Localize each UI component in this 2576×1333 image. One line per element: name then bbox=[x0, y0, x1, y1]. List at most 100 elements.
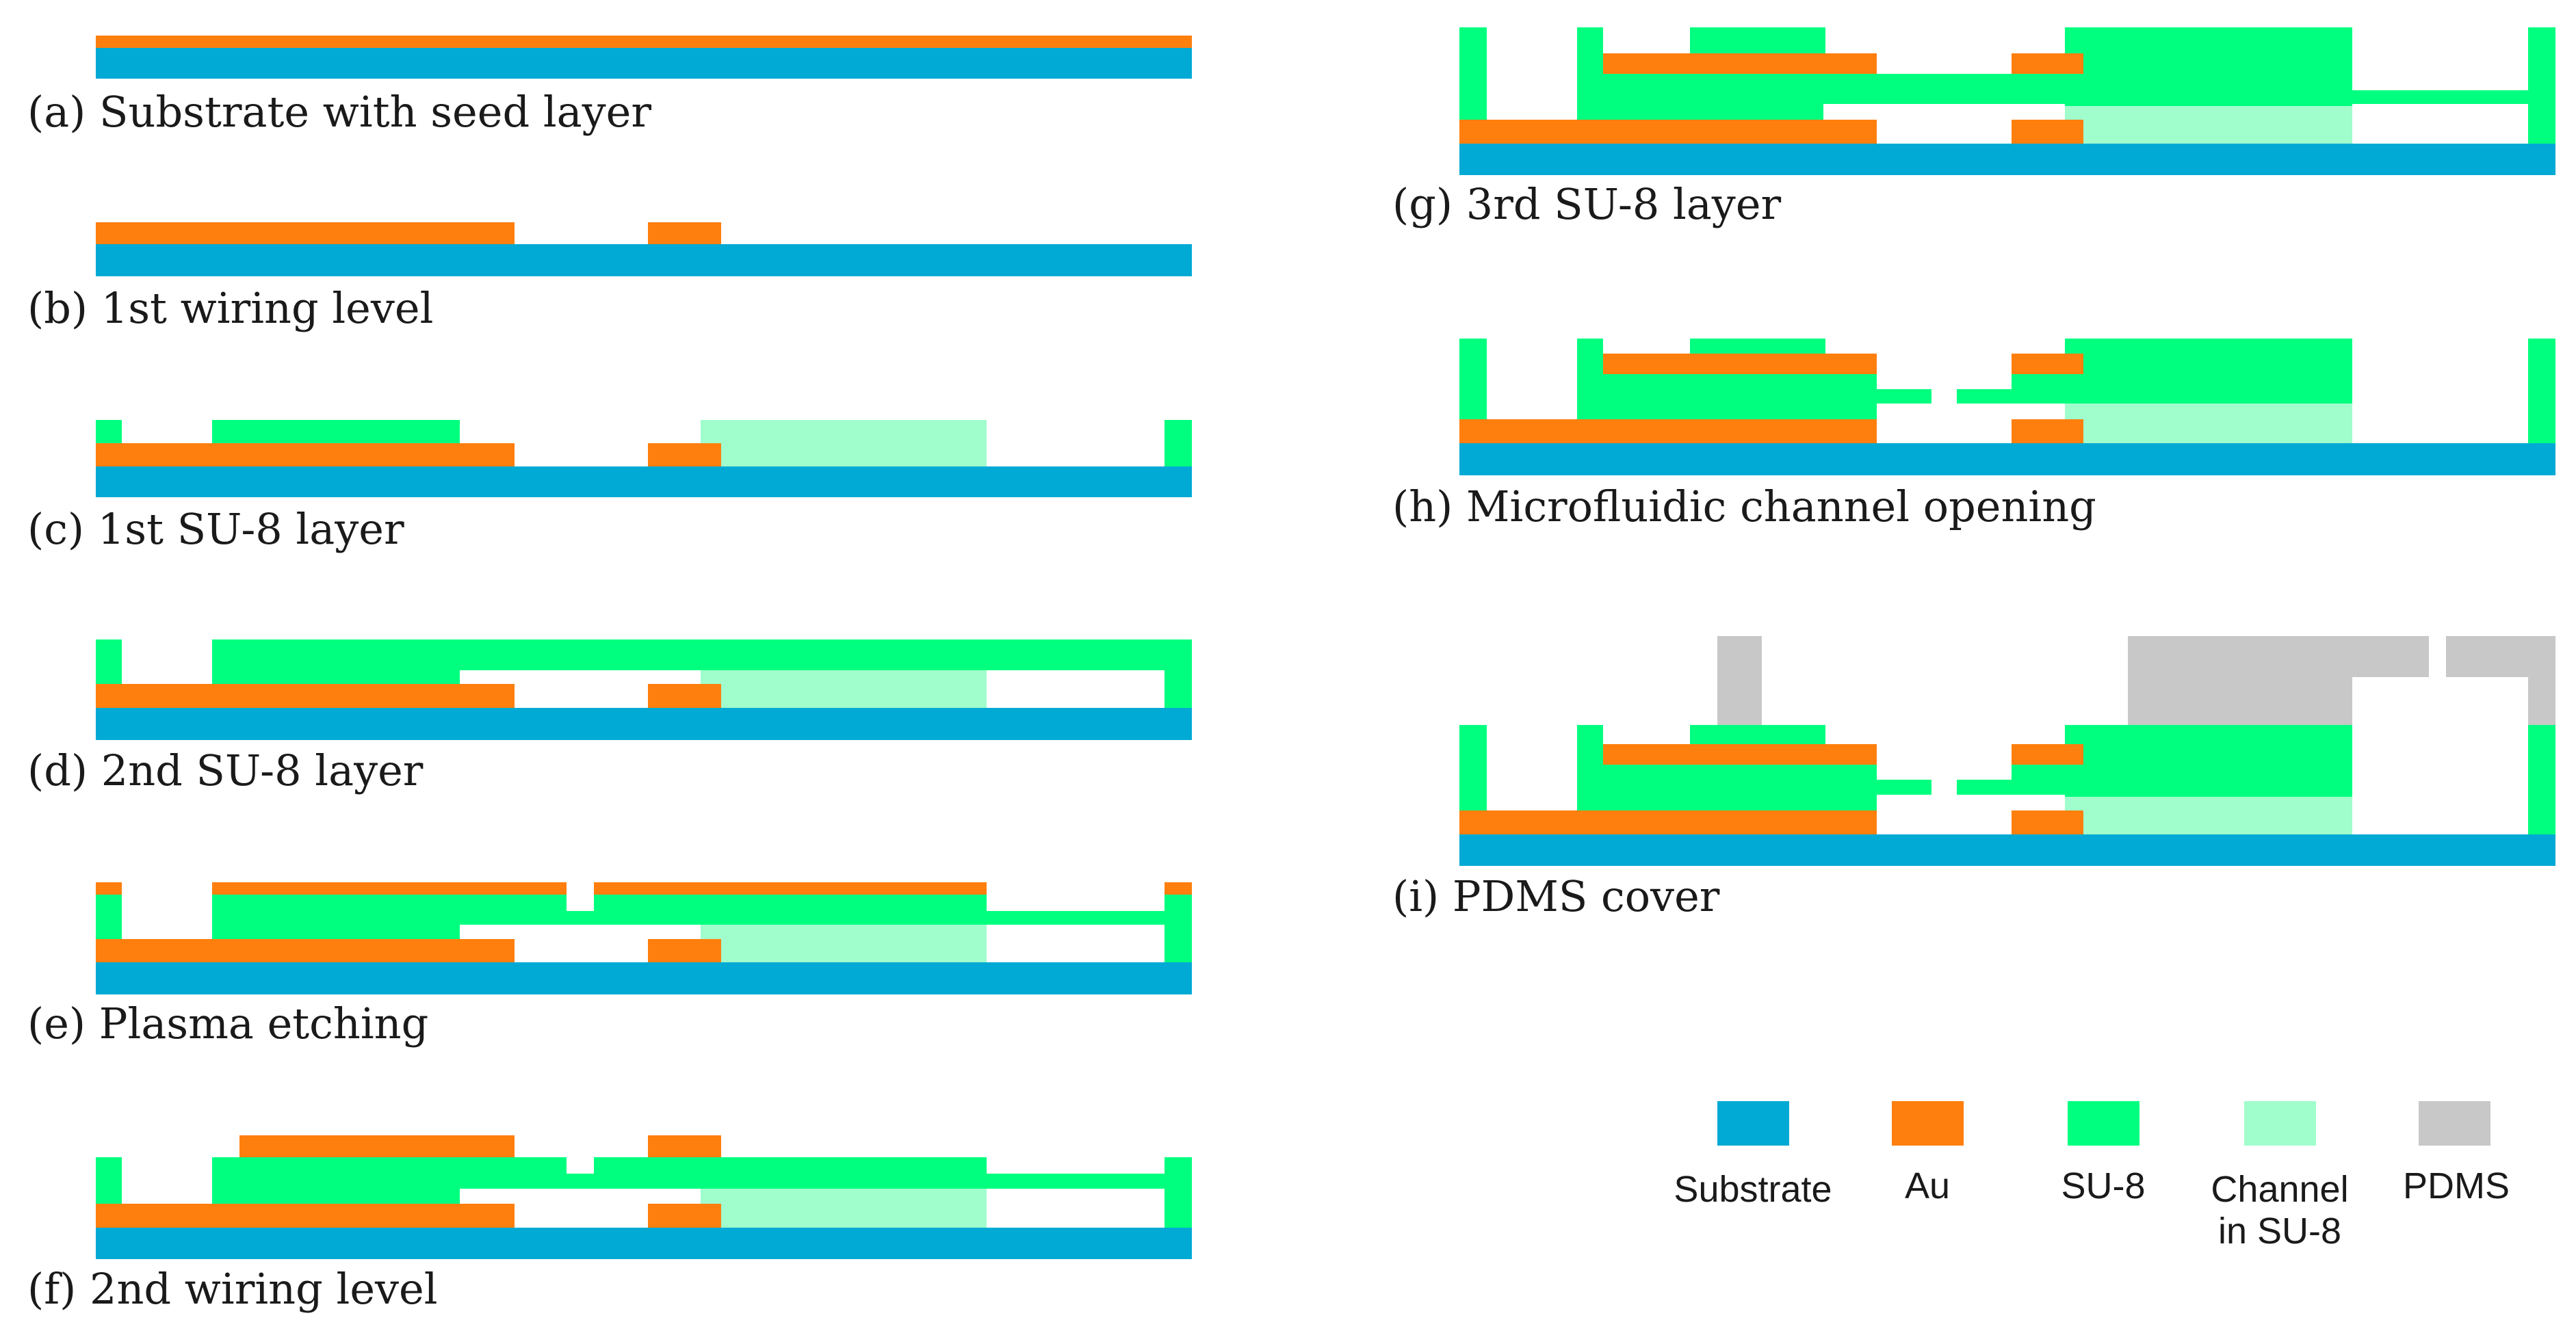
layer-su8 bbox=[1577, 339, 1603, 419]
layer-su8 bbox=[1690, 27, 1825, 53]
layer-channel bbox=[2065, 797, 2352, 834]
layer-su8 bbox=[2528, 339, 2555, 443]
layer-pdms bbox=[2528, 677, 2555, 725]
legend-label-au: Au bbox=[1905, 1165, 1950, 1206]
legend-label-substrate: Substrate bbox=[1674, 1169, 1832, 1210]
layer-su8 bbox=[594, 1157, 987, 1174]
panel-c: (c) 1st SU-8 layer bbox=[27, 420, 1192, 554]
legend-swatch-au bbox=[1892, 1101, 1964, 1146]
caption-i: (i) PDMS cover bbox=[1392, 871, 1720, 921]
panel-e: (e) Plasma etching bbox=[27, 882, 1192, 1048]
layer-au bbox=[648, 443, 721, 466]
layer-su8 bbox=[594, 895, 987, 911]
layer-su8 bbox=[2012, 374, 2065, 389]
layer-au bbox=[96, 882, 122, 895]
layer-substrate bbox=[96, 1228, 1192, 1259]
layer-channel bbox=[701, 925, 987, 962]
legend-swatch-su8 bbox=[2068, 1101, 2139, 1146]
layer-su8 bbox=[212, 639, 1192, 670]
layer-su8 bbox=[1165, 1157, 1192, 1228]
layer-su8 bbox=[96, 1157, 122, 1204]
layer-substrate bbox=[96, 244, 1192, 276]
layer-su8 bbox=[1165, 420, 1192, 466]
layer-su8 bbox=[212, 911, 1192, 925]
layer-su8 bbox=[1603, 104, 1823, 120]
caption-b: (b) 1st wiring level bbox=[27, 283, 433, 333]
layer-au bbox=[648, 222, 721, 244]
layer-au bbox=[648, 1204, 721, 1228]
legend-label-su8: SU-8 bbox=[2061, 1165, 2145, 1206]
layer-au bbox=[2012, 120, 2083, 144]
legend-swatch-substrate bbox=[1717, 1101, 1789, 1146]
layer-su8 bbox=[212, 895, 567, 911]
layer-su8 bbox=[1165, 895, 1192, 962]
layer-su8 bbox=[1957, 389, 2065, 404]
layer-au bbox=[594, 882, 987, 895]
panel-f: (f) 2nd wiring level bbox=[27, 1135, 1192, 1314]
layer-substrate bbox=[1459, 443, 2555, 475]
layer-su8 bbox=[96, 639, 122, 684]
layer-au bbox=[1603, 744, 1877, 765]
layer-su8 bbox=[1877, 780, 1931, 795]
panel-g: (g) 3rd SU-8 layer bbox=[1392, 27, 2555, 229]
layer-channel bbox=[2065, 404, 2352, 443]
layer-au bbox=[1459, 120, 1877, 144]
layer-su8 bbox=[2065, 339, 2352, 404]
layer-su8 bbox=[1459, 27, 1487, 120]
layer-au bbox=[648, 684, 721, 708]
layer-au bbox=[212, 882, 567, 895]
layer-su8 bbox=[212, 925, 460, 939]
layer-su8 bbox=[1603, 389, 1877, 419]
layer-au bbox=[2012, 810, 2083, 834]
legend-label-channel-line1: Channel bbox=[2211, 1169, 2348, 1210]
layer-au bbox=[96, 443, 515, 466]
layer-pdms bbox=[2128, 636, 2429, 677]
layer-channel bbox=[701, 1189, 987, 1228]
legend-label-channel-line2: in SU-8 bbox=[2218, 1211, 2341, 1252]
layer-su8 bbox=[1603, 90, 2528, 104]
legend: Substrate Au SU-8 Channel in SU-8 PDMS bbox=[1674, 1101, 2510, 1252]
panel-a: (a) Substrate with seed layer bbox=[27, 36, 1192, 137]
layer-su8 bbox=[1690, 725, 1825, 744]
layer-substrate bbox=[96, 962, 1192, 994]
layer-au bbox=[96, 1204, 515, 1228]
layer-channel bbox=[701, 420, 987, 466]
layer-substrate bbox=[96, 48, 1192, 79]
layer-au bbox=[648, 1135, 721, 1157]
caption-e: (e) Plasma etching bbox=[27, 999, 428, 1048]
caption-a: (a) Substrate with seed layer bbox=[27, 87, 651, 137]
panel-b: (b) 1st wiring level bbox=[27, 222, 1192, 333]
layer-su8 bbox=[1603, 74, 1959, 90]
panel-d: (d) 2nd SU-8 layer bbox=[27, 639, 1192, 795]
layer-au bbox=[96, 36, 1192, 48]
layer-au bbox=[1459, 810, 1877, 834]
layer-su8 bbox=[2528, 725, 2555, 834]
caption-d: (d) 2nd SU-8 layer bbox=[27, 745, 424, 795]
layer-su8 bbox=[1459, 725, 1487, 810]
layer-substrate bbox=[1459, 834, 2555, 866]
caption-c: (c) 1st SU-8 layer bbox=[27, 504, 404, 554]
layer-au bbox=[96, 222, 515, 244]
layer-su8 bbox=[212, 1157, 567, 1174]
layer-su8 bbox=[96, 420, 122, 443]
layer-au bbox=[239, 1135, 515, 1157]
layer-su8 bbox=[2528, 27, 2555, 144]
layer-su8 bbox=[1877, 389, 1931, 404]
layer-su8 bbox=[1957, 780, 2065, 795]
layer-au bbox=[1459, 419, 1877, 443]
caption-f: (f) 2nd wiring level bbox=[27, 1264, 438, 1314]
caption-g: (g) 3rd SU-8 layer bbox=[1392, 179, 1782, 229]
caption-h: (h) Microfluidic channel opening bbox=[1392, 481, 2096, 531]
layer-su8 bbox=[1690, 339, 1825, 354]
layer-su8 bbox=[1577, 725, 1603, 810]
layer-su8 bbox=[212, 670, 460, 684]
layer-substrate bbox=[1459, 144, 2555, 175]
layer-su8 bbox=[212, 1189, 460, 1204]
layer-au bbox=[2012, 53, 2083, 74]
layer-su8 bbox=[2065, 725, 2352, 797]
layer-pdms bbox=[2446, 636, 2555, 677]
layer-su8 bbox=[212, 1174, 1192, 1189]
legend-swatch-channel bbox=[2244, 1101, 2316, 1146]
layer-su8 bbox=[212, 420, 460, 443]
